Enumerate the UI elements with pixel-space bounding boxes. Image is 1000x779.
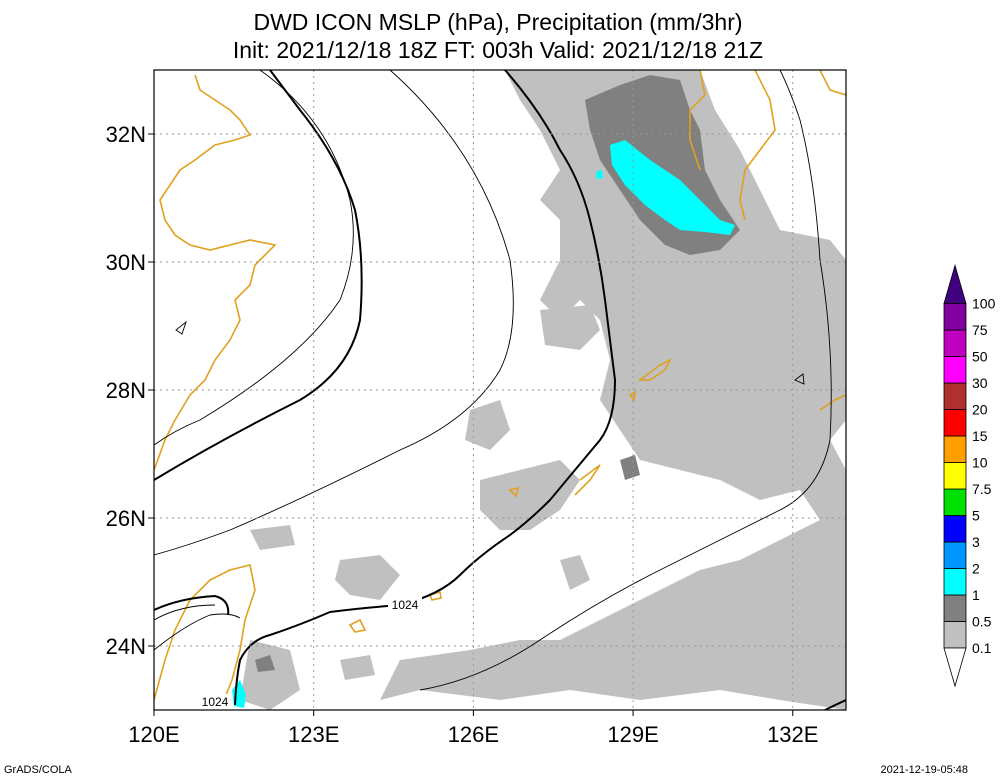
footer-right: 2021-12-19-05:48 [881,764,968,776]
colorbar-label: 15 [972,428,988,444]
colorbar-label: 30 [972,375,988,391]
y-tick-label: 30N [106,250,146,275]
colorbar-label: 1 [972,587,980,603]
colorbar-label: 50 [972,349,988,365]
map-panel: 1024 1024 120E 123E 126E 129E 132E 24N 26N 28N… [106,69,847,747]
colorbar-label: 100 [972,296,996,312]
contour-label-1024-a: 1024 [392,598,419,612]
colorbar-label: 10 [972,455,988,471]
colorbar-swatch [943,435,967,463]
x-tick-label: 132E [767,722,818,747]
colorbar-swatch [943,515,967,543]
colorbar-swatch [943,541,967,569]
colorbar-label: 20 [972,402,988,418]
colorbar-label: 7.5 [972,481,992,497]
chart-subtitle: Init: 2021/12/18 18Z FT: 003h Valid: 202… [233,37,763,63]
y-tick-label: 26N [106,506,146,531]
x-tick-label: 123E [288,722,339,747]
footer-left: GrADS/COLA [4,764,73,776]
colorbar-swatch [943,488,967,516]
colorbar-label: 75 [972,322,988,338]
colorbar-swatch [943,382,967,410]
colorbar-swatch [943,303,967,331]
isobars-thin [154,70,832,691]
isobar-1024 [154,70,846,710]
x-tick-label: 126E [448,722,499,747]
colorbar-min-arrow [943,647,967,688]
colorbar-swatch [943,568,967,596]
colorbar-swatch [943,356,967,384]
colorbar-label: 0.5 [972,614,992,630]
colorbar-swatch [943,409,967,437]
colorbar-swatch [943,462,967,490]
chart-title: DWD ICON MSLP (hPa), Precipitation (mm/3… [253,9,742,35]
colorbar-swatch [943,621,967,649]
y-tick-label: 28N [106,378,146,403]
grid-lines [154,70,846,710]
colorbar-label: 2 [972,561,980,577]
colorbar-label: 0.1 [972,640,992,656]
x-tick-label: 120E [128,722,179,747]
y-tick-label: 24N [106,634,146,659]
x-tick-label: 129E [607,722,658,747]
colorbar-label: 5 [972,508,980,524]
colorbar-swatch [943,329,967,357]
x-axis: 120E 123E 126E 129E 132E [128,710,818,747]
y-tick-label: 32N [106,122,146,147]
colorbar-swatch [943,594,967,622]
colorbar-max-arrow [943,264,967,304]
colorbar: 0.1 0.5 1 2 3 5 7.5 10 15 20 30 50 75 100 [943,264,996,688]
colorbar-label: 3 [972,534,980,550]
y-axis: 24N 26N 28N 30N 32N [106,122,154,659]
contour-label-1024-b: 1024 [202,695,229,709]
